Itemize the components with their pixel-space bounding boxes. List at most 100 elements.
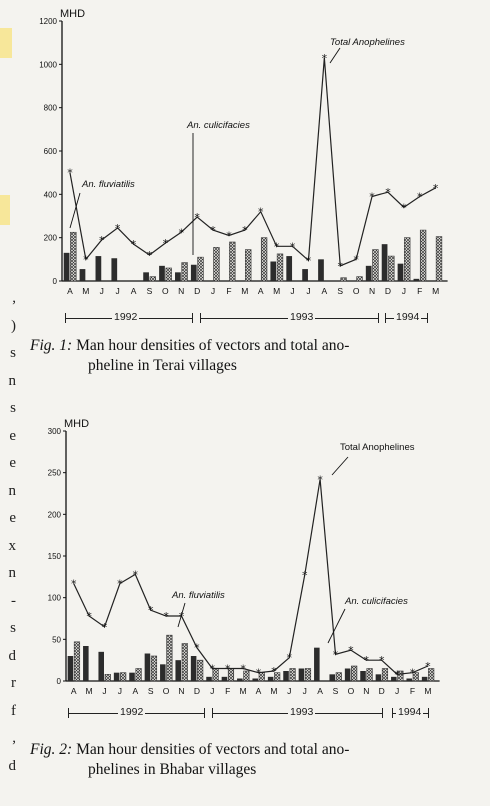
bar-culicifacies [260,237,268,282]
bar-fluviatilis [160,664,166,681]
bar-culicifacies [381,668,389,682]
bar-fluviatilis [63,252,70,281]
figure2-year-1993: 1993 [288,706,316,718]
bar-fluviatilis [283,671,289,681]
total-anophelines-point: * [379,654,385,667]
x-tick-label: M [86,686,93,696]
total-anophelines-point: * [425,660,431,673]
bar-culicifacies [181,643,188,682]
x-tick-label: J [116,286,120,296]
left-column-fragment: e [9,455,16,471]
bar-fluviatilis [314,647,320,681]
left-column-fragment: e [9,427,16,444]
bar-culicifacies [340,277,347,282]
total-anophelines-point: * [179,226,185,239]
total-anophelines-point: * [302,569,308,582]
bar-culicifacies [397,670,404,682]
left-column-fragment: , [12,290,16,306]
total-anophelines-point: * [117,578,123,591]
bar-fluviatilis [365,265,372,281]
bar-culicifacies [135,668,142,682]
total-anophelines-point: * [417,191,423,204]
left-column-fragment: s [10,345,16,361]
figure1-caption-label: Fig. 1: [30,337,73,354]
figure1-caption: Fig. 1: Man hour densities of vectors an… [30,336,480,376]
total-anophelines-point: * [353,253,359,266]
total-anophelines-point: * [338,260,344,273]
bar-fluviatilis [252,678,258,681]
annotation-leader [69,192,81,229]
bar-fluviatilis [318,259,324,281]
bar-culicifacies [404,237,411,282]
x-tick-label: M [432,286,439,296]
x-tick-label: O [348,686,355,696]
total-anophelines-point: * [99,234,105,247]
total-anophelines-point: * [71,578,77,591]
y-tick-label: 250 [48,469,62,478]
total-anophelines-point: * [306,254,312,267]
bar-fluviatilis [83,646,89,681]
bar-culicifacies [70,231,77,282]
y-tick-label: 300 [48,427,62,436]
figure1-year-1993: 1993 [288,311,316,323]
x-tick-label: S [333,686,339,696]
total-anophelines-point: * [210,224,216,237]
x-tick-label: J [102,686,106,696]
y-tick-label: 800 [44,104,58,113]
figure1-caption-line1: Man hour densities of vectors and total … [76,337,350,354]
x-tick-label: D [194,686,200,696]
bar-culicifacies [335,672,342,682]
bar-fluviatilis [286,256,293,281]
total-anophelines-point: * [194,642,200,655]
x-tick-label: A [131,286,137,296]
bar-fluviatilis [206,676,212,681]
left-column-fragment: , [12,730,16,746]
bar-culicifacies [149,276,156,282]
total-anophelines-point: * [258,206,264,219]
annotation-culicifacies: An. culicifacies [344,596,408,607]
total-anophelines-line [73,479,429,675]
x-tick-label: J [306,286,310,296]
bar-fluviatilis [302,269,308,281]
bar-fluviatilis [406,678,412,681]
total-anophelines-point: * [348,644,354,657]
total-anophelines-point: * [364,654,370,667]
total-anophelines-point: * [133,568,139,581]
bar-fluviatilis [159,265,165,281]
total-anophelines-point: * [394,668,400,681]
bar-fluviatilis [143,272,149,281]
x-tick-label: M [240,686,247,696]
y-tick-label: 50 [52,635,61,644]
figure2-caption-label: Fig. 2: [30,741,73,758]
bar-culicifacies [104,674,111,682]
y-tick-label: 600 [44,147,58,156]
bar-fluviatilis [391,676,397,681]
x-tick-label: A [317,686,323,696]
total-anophelines-line [69,57,436,267]
total-anophelines-point: * [274,240,280,253]
left-column-fragment: r [11,675,16,691]
figure2-caption-line2: phelines in Bhabar villages [88,761,257,778]
x-tick-label: J [287,686,291,696]
bar-culicifacies [412,672,419,682]
x-tick-label: J [290,286,294,296]
bar-culicifacies [229,241,236,282]
left-column-fragment: s [10,400,16,416]
bar-fluviatilis [95,256,102,281]
bar-fluviatilis [397,263,404,281]
annotation-leader [177,602,186,628]
total-anophelines-point: * [131,238,137,251]
total-anophelines-point: * [317,473,323,486]
y-tick-label: 200 [48,510,62,519]
y-tick-label: 200 [44,234,58,243]
total-anophelines-point: * [225,663,231,676]
bar-culicifacies [274,672,281,682]
total-anophelines-point: * [147,249,153,262]
bar-culicifacies [428,668,435,682]
total-anophelines-point: * [322,52,328,65]
y-axis-label: MHD [60,8,85,20]
x-tick-label: O [162,286,169,296]
y-tick-label: 400 [44,190,58,199]
bar-fluviatilis [111,258,118,281]
annotation-total-anophelines: Total Anophelines [330,37,405,48]
